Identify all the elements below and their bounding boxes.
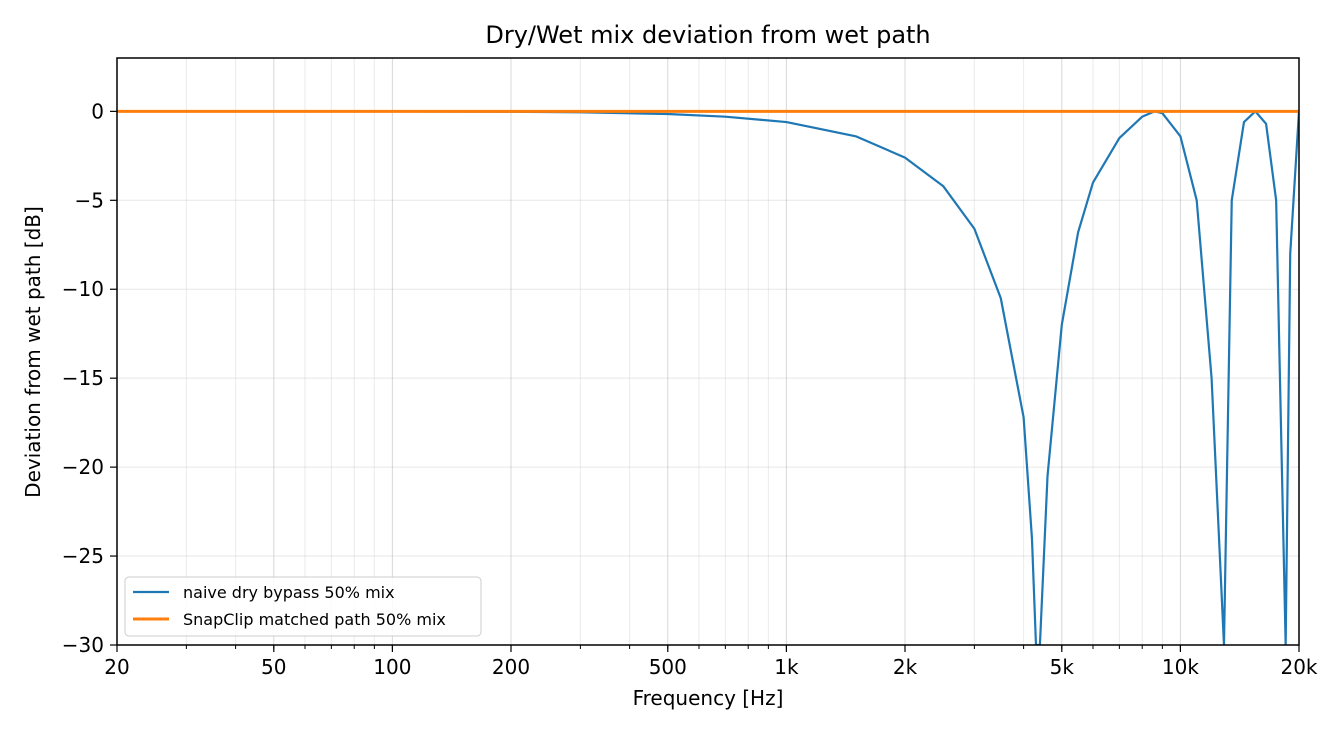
y-tick-label: −20 [62,455,104,479]
y-tick-label: −5 [75,188,104,212]
grid [116,58,1300,646]
legend-label: naive dry bypass 50% mix [183,583,395,602]
x-tick-label: 200 [492,655,530,679]
x-tick-label: 500 [649,655,687,679]
legend-box [124,576,482,637]
x-tick-label: 100 [373,655,411,679]
y-axis-label: Deviation from wet path [dB] [21,206,45,498]
x-tick-label: 50 [261,655,286,679]
plot-frame [116,57,1300,646]
y-tick-label: −25 [62,544,104,568]
series-lines [117,109,1299,645]
axis-ticks: 20 50 100 200 500 1k 2k 5k 10k 20k 0 −5 −10 −15 −20 −25… [62,99,1318,679]
y-tick-label: −15 [62,366,104,390]
legend-label: SnapClip matched path 50% mix [183,610,446,629]
x-axis-label: Frequency [Hz] [633,686,784,710]
x-tick-label: 2k [893,655,918,679]
x-tick-label: 5k [1050,655,1075,679]
x-tick-label: 20 [104,655,129,679]
x-tick-label: 20k [1280,655,1317,679]
series-line-1 [117,110,1299,645]
y-tick-label: −30 [62,633,104,657]
y-tick-label: −10 [62,277,104,301]
legend: naive dry bypass 50% mix SnapClip matched… [124,576,482,637]
chart-title: Dry/Wet mix deviation from wet path [485,21,930,49]
y-tick-label: 0 [91,99,104,123]
x-tick-label: 1k [774,655,799,679]
x-tick-label: 10k [1162,655,1199,679]
